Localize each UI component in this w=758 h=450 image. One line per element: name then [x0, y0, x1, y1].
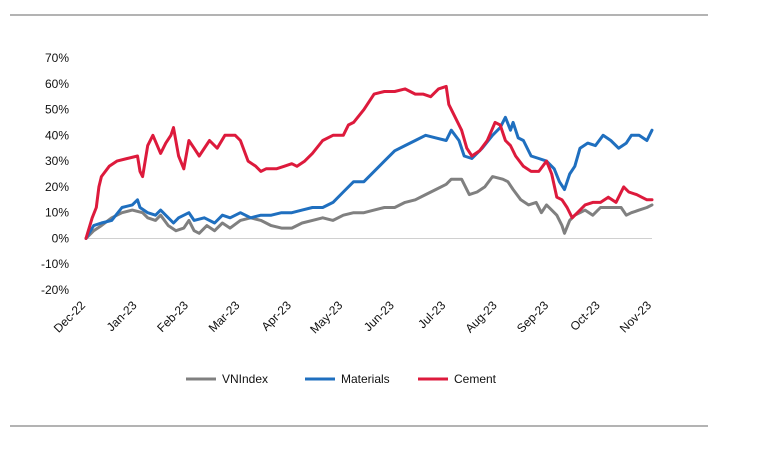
legend-label-cement: Cement	[454, 372, 497, 386]
x-tick-label: Apr-23	[259, 298, 295, 334]
y-tick-label: -10%	[41, 257, 69, 271]
y-tick-label: 60%	[45, 77, 69, 91]
y-tick-label: 0%	[52, 231, 70, 245]
y-tick-label: 40%	[45, 128, 69, 142]
x-tick-label: Mar-23	[206, 298, 243, 335]
x-tick-label: May-23	[307, 298, 345, 336]
x-tick-label: Jun-23	[361, 298, 397, 334]
x-tick-label: Jul-23	[415, 298, 448, 331]
x-tick-label: Sep-23	[514, 298, 551, 335]
y-tick-label: -20%	[41, 283, 69, 297]
x-tick-label: Nov-23	[617, 298, 654, 335]
x-tick-label: Oct-23	[567, 298, 603, 334]
x-tick-label: Jan-23	[104, 298, 140, 334]
x-tick-label: Dec-22	[51, 298, 88, 335]
y-tick-label: 70%	[45, 51, 69, 65]
y-tick-label: 50%	[45, 103, 69, 117]
legend-label-materials: Materials	[341, 372, 390, 386]
y-axis: 70% 60% 50% 40% 30% 20% 10% 0% -10% -20%	[41, 51, 69, 297]
y-tick-label: 10%	[45, 206, 69, 220]
series-layer	[84, 84, 654, 240]
x-axis: Dec-22 Jan-23 Feb-23 Mar-23 Apr-23 May-23 Jun-…	[51, 237, 654, 336]
x-tick-label: Feb-23	[154, 298, 191, 335]
y-tick-label: 30%	[45, 154, 69, 168]
legend-label-vnindex: VNIndex	[222, 372, 268, 386]
series-line-cement	[84, 84, 654, 240]
x-tick-label: Aug-23	[462, 298, 499, 335]
series-line-vnindex	[84, 175, 654, 240]
series-line-materials	[84, 115, 654, 240]
legend: VNIndex Materials Cement	[186, 372, 497, 386]
y-tick-label: 20%	[45, 180, 69, 194]
